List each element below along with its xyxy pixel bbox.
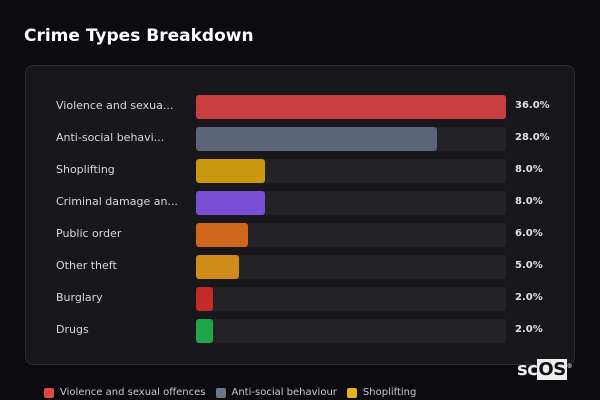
category-label: Shoplifting bbox=[56, 163, 115, 176]
category-label: Anti-social behavi... bbox=[56, 131, 165, 144]
legend-swatch bbox=[346, 387, 357, 398]
legend-label: Violence and sexual offences bbox=[60, 387, 206, 398]
value-label: 5.0% bbox=[515, 260, 543, 271]
bar-track bbox=[196, 127, 506, 151]
bar[interactable] bbox=[196, 191, 265, 215]
legend-item[interactable]: Shoplifting bbox=[346, 387, 417, 398]
logo-text-boxed: OS bbox=[537, 359, 567, 380]
bar-row: Drugs 2.0% bbox=[26, 319, 574, 343]
bar-row: Shoplifting 8.0% bbox=[26, 159, 574, 183]
bar[interactable] bbox=[196, 159, 265, 183]
value-label: 8.0% bbox=[515, 164, 543, 175]
bar[interactable] bbox=[196, 255, 240, 279]
legend: Violence and sexual offences Anti-social … bbox=[44, 387, 416, 398]
bar-track bbox=[196, 287, 506, 311]
scos-logo: scOS® bbox=[517, 359, 573, 380]
logo-mark: ® bbox=[566, 363, 573, 370]
bar-row: Burglary 2.0% bbox=[26, 287, 574, 311]
bar-row: Other theft 5.0% bbox=[26, 255, 574, 279]
bar-row: Public order 6.0% bbox=[26, 223, 574, 247]
category-label: Criminal damage an... bbox=[56, 195, 178, 208]
bar-row: Anti-social behavi... 28.0% bbox=[26, 127, 574, 151]
value-label: 6.0% bbox=[515, 228, 543, 239]
value-label: 2.0% bbox=[515, 292, 543, 303]
bar-row: Violence and sexua... 36.0% bbox=[26, 95, 574, 119]
legend-item[interactable]: Violence and sexual offences bbox=[44, 387, 206, 398]
value-label: 28.0% bbox=[515, 132, 550, 143]
legend-item[interactable]: Anti-social behaviour bbox=[215, 387, 337, 398]
value-label: 2.0% bbox=[515, 324, 543, 335]
legend-label: Anti-social behaviour bbox=[231, 387, 337, 398]
legend-label: Shoplifting bbox=[362, 387, 417, 398]
category-label: Drugs bbox=[56, 323, 89, 336]
bar[interactable] bbox=[196, 287, 214, 311]
bar-track bbox=[196, 223, 506, 247]
logo-text: sc bbox=[517, 359, 538, 380]
bar-track bbox=[196, 95, 506, 119]
bar[interactable] bbox=[196, 319, 214, 343]
bar[interactable] bbox=[196, 95, 506, 119]
category-label: Other theft bbox=[56, 259, 117, 272]
legend-swatch bbox=[215, 387, 226, 398]
bar-track bbox=[196, 319, 506, 343]
bar[interactable] bbox=[196, 127, 438, 151]
value-label: 36.0% bbox=[515, 100, 550, 111]
category-label: Violence and sexua... bbox=[56, 99, 174, 112]
chart-title: Crime Types Breakdown bbox=[24, 26, 254, 46]
bar[interactable] bbox=[196, 223, 248, 247]
bar-track bbox=[196, 159, 506, 183]
bar-track bbox=[196, 255, 506, 279]
legend-swatch bbox=[44, 387, 54, 398]
chart-card: Violence and sexua... 36.0% Anti-social b… bbox=[25, 65, 575, 365]
value-label: 8.0% bbox=[515, 196, 543, 207]
bar-track bbox=[196, 191, 506, 215]
category-label: Burglary bbox=[56, 291, 103, 304]
category-label: Public order bbox=[56, 227, 122, 240]
bar-row: Criminal damage an... 8.0% bbox=[26, 191, 574, 215]
